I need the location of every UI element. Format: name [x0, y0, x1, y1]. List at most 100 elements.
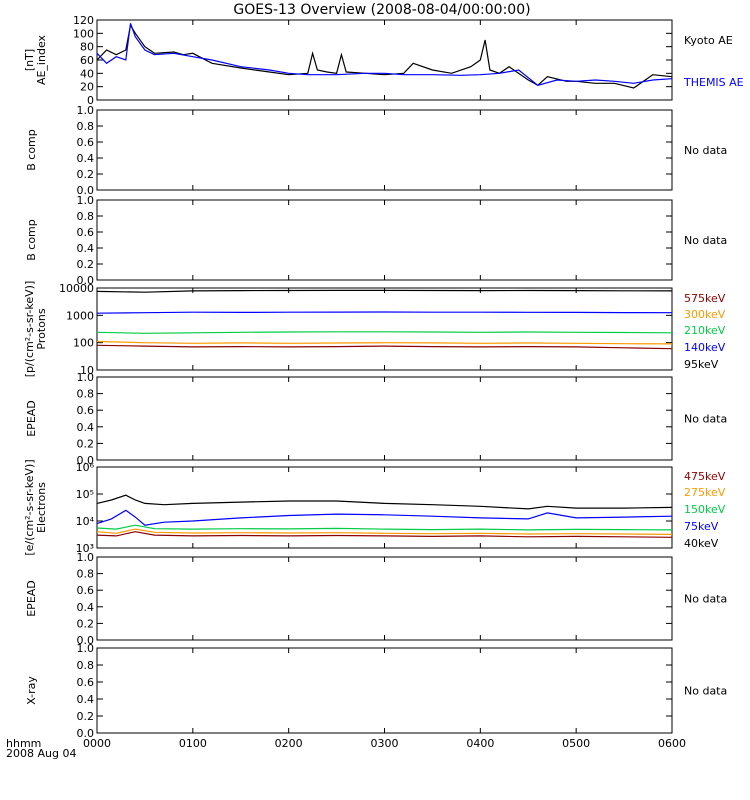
- y-tick-label: 0.4: [77, 693, 95, 706]
- x-tick-label: 0400: [466, 737, 494, 750]
- y-tick-label: 120: [73, 14, 94, 27]
- time-axis-label-date: 2008 Aug 04: [6, 747, 76, 760]
- y-tick-label: 40: [80, 67, 94, 80]
- panel-frame: [96, 647, 673, 734]
- legend-entry-210kev: 210keV: [684, 324, 726, 337]
- y-tick-label: 0.8: [77, 568, 95, 581]
- no-data-label: No data: [684, 144, 727, 157]
- series-line-575kev: [96, 344, 673, 350]
- y-tick-label: 1.0: [77, 104, 95, 117]
- y-axis-label: [nT]: [23, 49, 36, 71]
- no-data-label: No data: [684, 413, 727, 426]
- y-axis-label: AE_index: [35, 34, 48, 85]
- y-tick-label: 1.0: [77, 371, 95, 384]
- figure-title: GOES-13 Overview (2008-08-04/00:00:00): [233, 2, 530, 18]
- y-tick-label: 0.4: [77, 152, 95, 165]
- y-axis-label: B comp: [25, 129, 38, 171]
- y-axis-label: Protons: [35, 308, 48, 349]
- y-tick-label: 10⁶: [76, 461, 95, 474]
- y-tick-label: 0: [87, 94, 94, 107]
- y-axis-label: B comp: [25, 219, 38, 261]
- y-tick-label: 0.6: [77, 584, 95, 597]
- legend-entry-300kev: 300keV: [684, 308, 726, 321]
- series-line-300kev: [96, 340, 673, 345]
- series-line-210kev: [96, 331, 673, 334]
- panel-frame: [96, 287, 673, 371]
- legend-entry-150kev: 150keV: [684, 503, 726, 516]
- legend-entry-275kev: 275keV: [684, 486, 726, 499]
- y-axis-label: EPEAD: [25, 400, 38, 437]
- x-tick-label: 0000: [83, 737, 111, 750]
- y-tick-label: 10⁴: [76, 515, 95, 528]
- y-axis-label: EPEAD: [25, 580, 38, 617]
- panel-frame: [96, 199, 673, 281]
- y-tick-label: 0.4: [77, 242, 95, 255]
- y-tick-label: 0.0: [77, 634, 95, 647]
- y-tick-label: 0.2: [77, 168, 95, 181]
- y-tick-label: 0.2: [77, 258, 95, 271]
- y-tick-label: 100: [73, 337, 94, 350]
- y-tick-label: 10000: [59, 282, 94, 295]
- legend-entry-475kev: 475keV: [684, 470, 726, 483]
- y-tick-label: 0.0: [77, 727, 95, 740]
- panel-frame: [96, 556, 673, 641]
- series-line-150kev: [96, 524, 673, 531]
- series-line-95kev: [96, 289, 673, 293]
- x-tick-label: 0600: [658, 737, 686, 750]
- series-line-kyoto-ae: [96, 23, 673, 89]
- y-axis-label: X-ray: [25, 676, 38, 705]
- x-tick-label: 0100: [179, 737, 207, 750]
- no-data-label: No data: [684, 593, 727, 606]
- series-line-475kev: [96, 531, 673, 538]
- y-tick-label: 0.8: [77, 120, 95, 133]
- y-tick-label: 0.2: [77, 437, 95, 450]
- legend-entry-140kev: 140keV: [684, 341, 726, 354]
- panel-b2: 0.0 0.2 0.4 0.6 0.8 1.0 B comp No data: [25, 194, 727, 287]
- legend-entry-575kev: 575keV: [684, 292, 726, 305]
- y-tick-label: 0.0: [77, 184, 95, 197]
- y-tick-label: 0.6: [77, 226, 95, 239]
- y-tick-label: 10⁵: [76, 488, 94, 501]
- panel-xray: 0.0 0.2 0.4 0.6 0.8 1.0 X-ray No data: [25, 642, 727, 740]
- y-tick-label: 10³: [76, 542, 94, 555]
- series-line-40kev: [96, 494, 673, 510]
- y-axis-label: [e/(cm²-s-sr-keV)]: [23, 459, 36, 555]
- y-tick-label: 0.0: [77, 454, 95, 467]
- legend-entry-40kev: 40keV: [684, 537, 719, 550]
- legend-entry-95kev: 95keV: [684, 358, 719, 371]
- y-tick-label: 0.6: [77, 136, 95, 149]
- panel-epead1: 0.0 0.2 0.4 0.6 0.8 1.0 EPEAD No data: [25, 371, 727, 467]
- series-line-themis-ae: [96, 23, 673, 86]
- panel-b1: 0.0 0.2 0.4 0.6 0.8 1.0 B comp No data: [25, 104, 727, 197]
- y-tick-label: 0.2: [77, 710, 95, 723]
- no-data-label: No data: [684, 685, 727, 698]
- y-axis-label: Electrons: [35, 482, 48, 533]
- y-tick-label: 80: [80, 41, 94, 54]
- series-line-140kev: [96, 311, 673, 314]
- legend-entry-kyoto-ae: Kyoto AE: [684, 34, 733, 47]
- series-line-75kev: [96, 509, 673, 526]
- y-tick-label: 0.4: [77, 421, 95, 434]
- y-tick-label: 60: [80, 54, 94, 67]
- y-tick-label: 10: [80, 364, 94, 377]
- y-tick-label: 1.0: [77, 194, 95, 207]
- no-data-label: No data: [684, 234, 727, 247]
- panel-frame: [96, 109, 673, 191]
- y-tick-label: 1.0: [77, 642, 95, 655]
- time-axis: hhmm 2008 Aug 04 0000 0100 0200 0300 0400 050…: [6, 737, 686, 760]
- panel-epead2: 0.0 0.2 0.4 0.6 0.8 1.0 EPEAD No data: [25, 551, 727, 647]
- y-tick-label: 0.8: [77, 388, 95, 401]
- series-line-275kev: [96, 528, 673, 535]
- y-tick-label: 0.2: [77, 617, 95, 630]
- legend-entry-75kev: 75keV: [684, 520, 719, 533]
- y-tick-label: 0.8: [77, 659, 95, 672]
- y-tick-label: 0.8: [77, 210, 95, 223]
- y-tick-label: 0.4: [77, 601, 95, 614]
- panel-frame: [96, 19, 673, 101]
- panel-protons: 10 100 1000 10000 Protons[p/(cm²-s-sr-keV)] 5…: [23, 281, 726, 378]
- y-tick-label: 100: [73, 27, 94, 40]
- x-tick-label: 0200: [275, 737, 303, 750]
